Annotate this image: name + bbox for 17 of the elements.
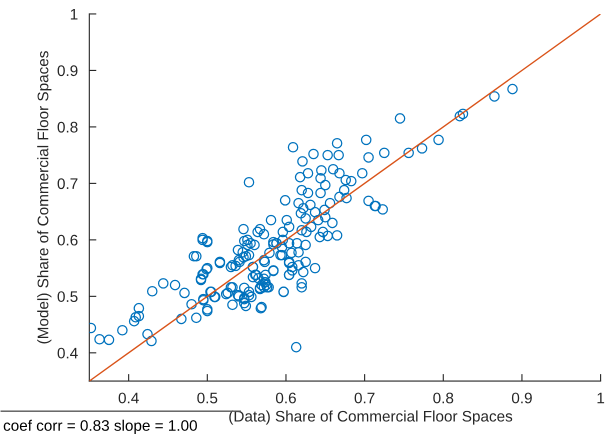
x-tick-label: 0.8 <box>433 392 454 404</box>
y-tick-label: 0.5 <box>58 291 78 302</box>
x-tick-label: 0.9 <box>512 392 532 404</box>
x-tick-label: 1 <box>598 392 604 404</box>
y-tick-label: 0.7 <box>58 178 78 190</box>
x-tick-label: 0.5 <box>197 392 218 404</box>
y-tick-label: 0.8 <box>58 122 78 133</box>
x-tick-label: 0.4 <box>118 392 139 404</box>
x-tick-label: 0.7 <box>354 392 374 404</box>
y-tick-label: 0.4 <box>58 348 78 359</box>
y-tick-label: 0.6 <box>58 234 78 246</box>
y-tick-label: 0.9 <box>58 65 78 76</box>
x-tick-label: 0.6 <box>276 392 296 404</box>
y-tick-label: 1 <box>70 8 78 20</box>
text: coef corr = 0.83 slope = 1.00 <box>4 420 197 434</box>
y-axis-title: (Model) Share of Commercial Floor Spaces <box>37 51 52 344</box>
x-axis-title: (Data) Share of Commercial Floor Spaces <box>229 410 512 425</box>
